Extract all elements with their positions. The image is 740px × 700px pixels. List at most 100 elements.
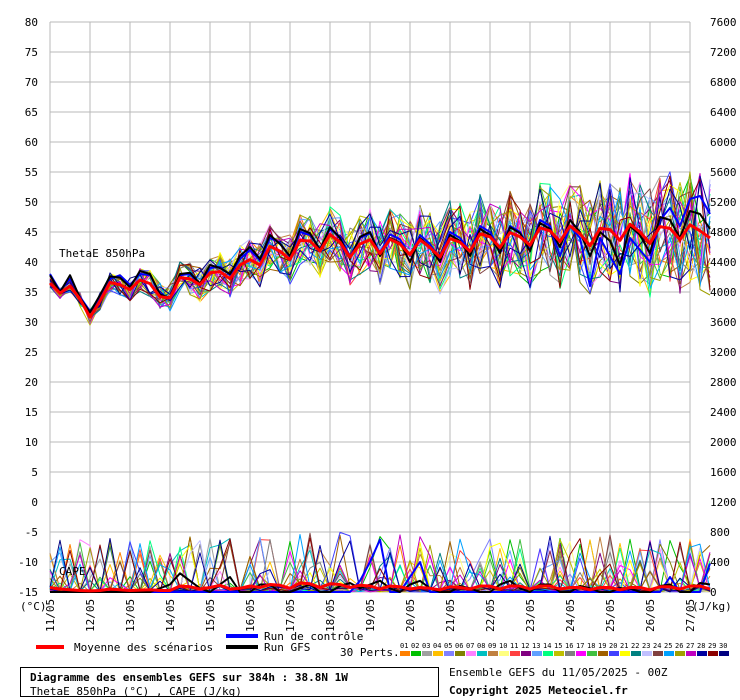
pert-swatch	[521, 651, 531, 656]
pert-swatch	[642, 651, 652, 656]
pert-swatch	[609, 651, 619, 656]
pert-number: 18	[587, 642, 595, 650]
pert-swatch	[466, 651, 476, 656]
pert-number: 27	[686, 642, 694, 650]
left-tick-label: 0	[31, 496, 38, 509]
member-theta-line	[49, 173, 711, 314]
pert-swatch	[400, 651, 410, 656]
pert-number: 26	[675, 642, 683, 650]
right-tick-label: 2400	[710, 406, 737, 419]
right-axis-unit: (J/kg)	[692, 600, 732, 613]
pert-number: 21	[620, 642, 628, 650]
x-tick-label: 26/05	[644, 599, 657, 632]
pert-number: 19	[598, 642, 606, 650]
pert-swatch	[598, 651, 608, 656]
x-tick-label: 12/05	[84, 599, 97, 632]
x-tick-label: 24/05	[564, 599, 577, 632]
right-tick-label: 3600	[710, 316, 737, 329]
x-tick-label: 22/05	[484, 599, 497, 632]
right-tick-label: 4800	[710, 226, 737, 239]
right-tick-label: 5200	[710, 196, 737, 209]
x-tick-label: 17/05	[284, 599, 297, 632]
pert-swatch	[499, 651, 509, 656]
pert-number: 13	[532, 642, 540, 650]
pert-swatch	[532, 651, 542, 656]
pert-number: 03	[422, 642, 430, 650]
pert-number: 11	[510, 642, 518, 650]
right-tick-label: 6800	[710, 76, 737, 89]
pert-number: 08	[477, 642, 485, 650]
x-tick-label: 16/05	[244, 599, 257, 632]
pert-number: 17	[576, 642, 584, 650]
x-tick-label: 23/05	[524, 599, 537, 632]
member-theta-line	[49, 175, 711, 312]
series-cape-line	[49, 581, 711, 593]
pert-swatch	[543, 651, 553, 656]
right-tick-label: 7200	[710, 46, 737, 59]
x-tick-label: 20/05	[404, 599, 417, 632]
right-tick-label: 800	[710, 526, 730, 539]
x-tick-label: 11/05	[44, 599, 57, 632]
pert-number: 29	[708, 642, 716, 650]
pert-swatch	[708, 651, 718, 656]
pert-number: 24	[653, 642, 661, 650]
pert-swatch	[697, 651, 707, 656]
left-tick-label: 20	[25, 376, 38, 389]
pert-number: 25	[664, 642, 672, 650]
left-tick-label: -15	[18, 586, 38, 599]
member-theta-line	[49, 175, 711, 313]
pert-swatch	[565, 651, 575, 656]
run-info: Ensemble GEFS du 11/05/2025 - 00Z	[449, 666, 668, 679]
left-tick-label: 75	[25, 46, 38, 59]
pert-swatch	[422, 651, 432, 656]
legend-mean-label: Moyenne des scénarios	[74, 641, 213, 654]
right-tick-label: 6000	[710, 136, 737, 149]
pert-number: 22	[631, 642, 639, 650]
series-cape-line	[50, 572, 711, 593]
left-tick-label: -5	[25, 526, 38, 539]
pert-swatch	[554, 651, 564, 656]
pert-swatch	[664, 651, 674, 656]
chart-grid	[49, 21, 691, 593]
left-tick-label: 40	[25, 256, 38, 269]
left-tick-label: 35	[25, 286, 38, 299]
right-tick-label: 3200	[710, 346, 737, 359]
pert-swatch	[455, 651, 465, 656]
left-tick-label: 50	[25, 196, 38, 209]
left-tick-label: 70	[25, 76, 38, 89]
x-tick-label: 13/05	[124, 599, 137, 632]
x-tick-label: 21/05	[444, 599, 457, 632]
left-tick-label: 45	[25, 226, 38, 239]
x-tick-label: 14/05	[164, 599, 177, 632]
right-tick-label: 5600	[710, 166, 737, 179]
legend: Moyenne des scénarios Run de contrôle Ru…	[36, 630, 729, 659]
pert-swatch	[488, 651, 498, 656]
pert-swatch	[675, 651, 685, 656]
left-tick-label: 15	[25, 406, 38, 419]
pert-number: 04	[433, 642, 441, 650]
right-tick-label: 4400	[710, 256, 737, 269]
pert-number: 15	[554, 642, 562, 650]
right-tick-label: 4000	[710, 286, 737, 299]
pert-number: 02	[411, 642, 419, 650]
pert-number: 05	[444, 642, 452, 650]
copyright: Copyright 2025 Meteociel.fr	[449, 684, 628, 697]
right-tick-label: 7600	[710, 16, 737, 29]
left-tick-label: 25	[25, 346, 38, 359]
legend-perts-label: 30 Perts.	[340, 646, 400, 659]
pert-swatch	[477, 651, 487, 656]
left-tick-label: 30	[25, 316, 38, 329]
theta-panel-label: ThetaE 850hPa	[59, 247, 145, 260]
pert-swatch	[587, 651, 597, 656]
pert-swatch	[576, 651, 586, 656]
chart-title: Diagramme des ensembles GEFS sur 384h : …	[30, 671, 348, 684]
member-theta-line	[49, 181, 711, 311]
pert-number: 10	[499, 642, 507, 650]
legend-gfs-label: Run GFS	[264, 641, 310, 654]
right-tick-label: 2000	[710, 436, 737, 449]
left-tick-label: 65	[25, 106, 38, 119]
pert-number: 16	[565, 642, 573, 650]
pert-swatch	[510, 651, 520, 656]
right-tick-label: 2800	[710, 376, 737, 389]
